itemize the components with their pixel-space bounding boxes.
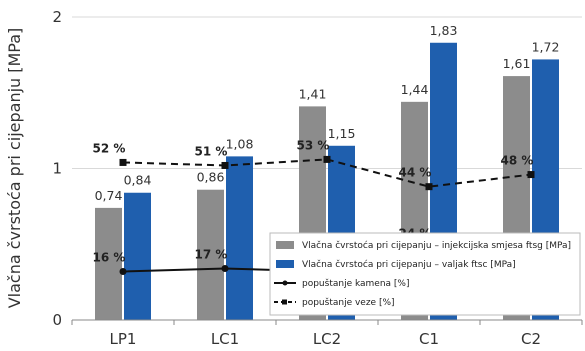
line-point [119,268,127,276]
y-tick-label: 1 [52,160,62,178]
x-tick-label: LC1 [211,330,239,348]
line-data-label: 48 % [501,154,534,168]
legend-box [269,232,581,316]
bar [197,189,224,320]
axes: 0 1 2 LP1 LC1 LC2 C1 C2 [52,8,583,348]
line-data-label: 51 % [195,144,228,158]
legend-marker [282,280,288,286]
line-point [323,155,331,163]
bar-data-label: 0,86 [197,170,225,185]
bar-data-label: 0,84 [124,173,152,188]
bar-data-label: 1,44 [401,82,429,97]
legend-swatch [276,241,294,249]
line-series [122,158,532,188]
line-point [221,264,229,272]
gridlines [72,16,582,169]
bar-data-label: 1,83 [430,23,458,38]
legend-entry-label: popuštanje veze [%] [302,297,395,308]
legend-entry-label: Vlačna čvrstoća pri cijepanju – valjak f… [302,259,516,270]
line-point [221,161,229,169]
y-axis-title: Vlačna čvrstoća pri cijepanju [MPa] [5,28,24,309]
bar-data-label: 1,72 [532,39,560,54]
line-point [527,171,535,179]
line-data-label: 16 % [93,251,126,265]
bar-data-label: 1,15 [328,126,356,141]
bar [124,192,151,320]
line-data-label: 53 % [297,138,330,152]
y-tick-label: 0 [52,311,62,329]
bar [95,207,122,320]
legend: Vlačna čvrstoća pri cijepanju – injekcij… [269,232,581,316]
bar-data-label: 1,61 [503,56,531,71]
bar [226,156,253,320]
line-point [119,158,127,166]
legend-swatch [276,260,294,268]
x-tick-label: LC2 [313,330,341,348]
bar-data-label: 0,74 [95,188,123,203]
bar-labels: 0,74 0,86 1,41 1,44 1,61 0,84 1,08 1,15 1,83 1,72 [95,23,560,203]
x-tick-label: C1 [419,330,439,348]
line-data-label: 17 % [195,247,228,261]
legend-marker [282,299,287,305]
line-point [425,183,433,191]
legend-entry-label: Vlačna čvrstoća pri cijepanju – injekcij… [302,240,571,251]
y-tick-label: 2 [52,8,62,26]
bar-data-label: 1,08 [226,136,254,151]
legend-entry-label: popuštanje kamena [%] [302,278,410,289]
bar-data-label: 1,41 [299,86,327,101]
line-data-label: 44 % [399,166,432,180]
x-tick-label: LP1 [110,330,137,348]
line-data-label: 52 % [93,141,126,155]
x-tick-label: C2 [521,330,541,348]
